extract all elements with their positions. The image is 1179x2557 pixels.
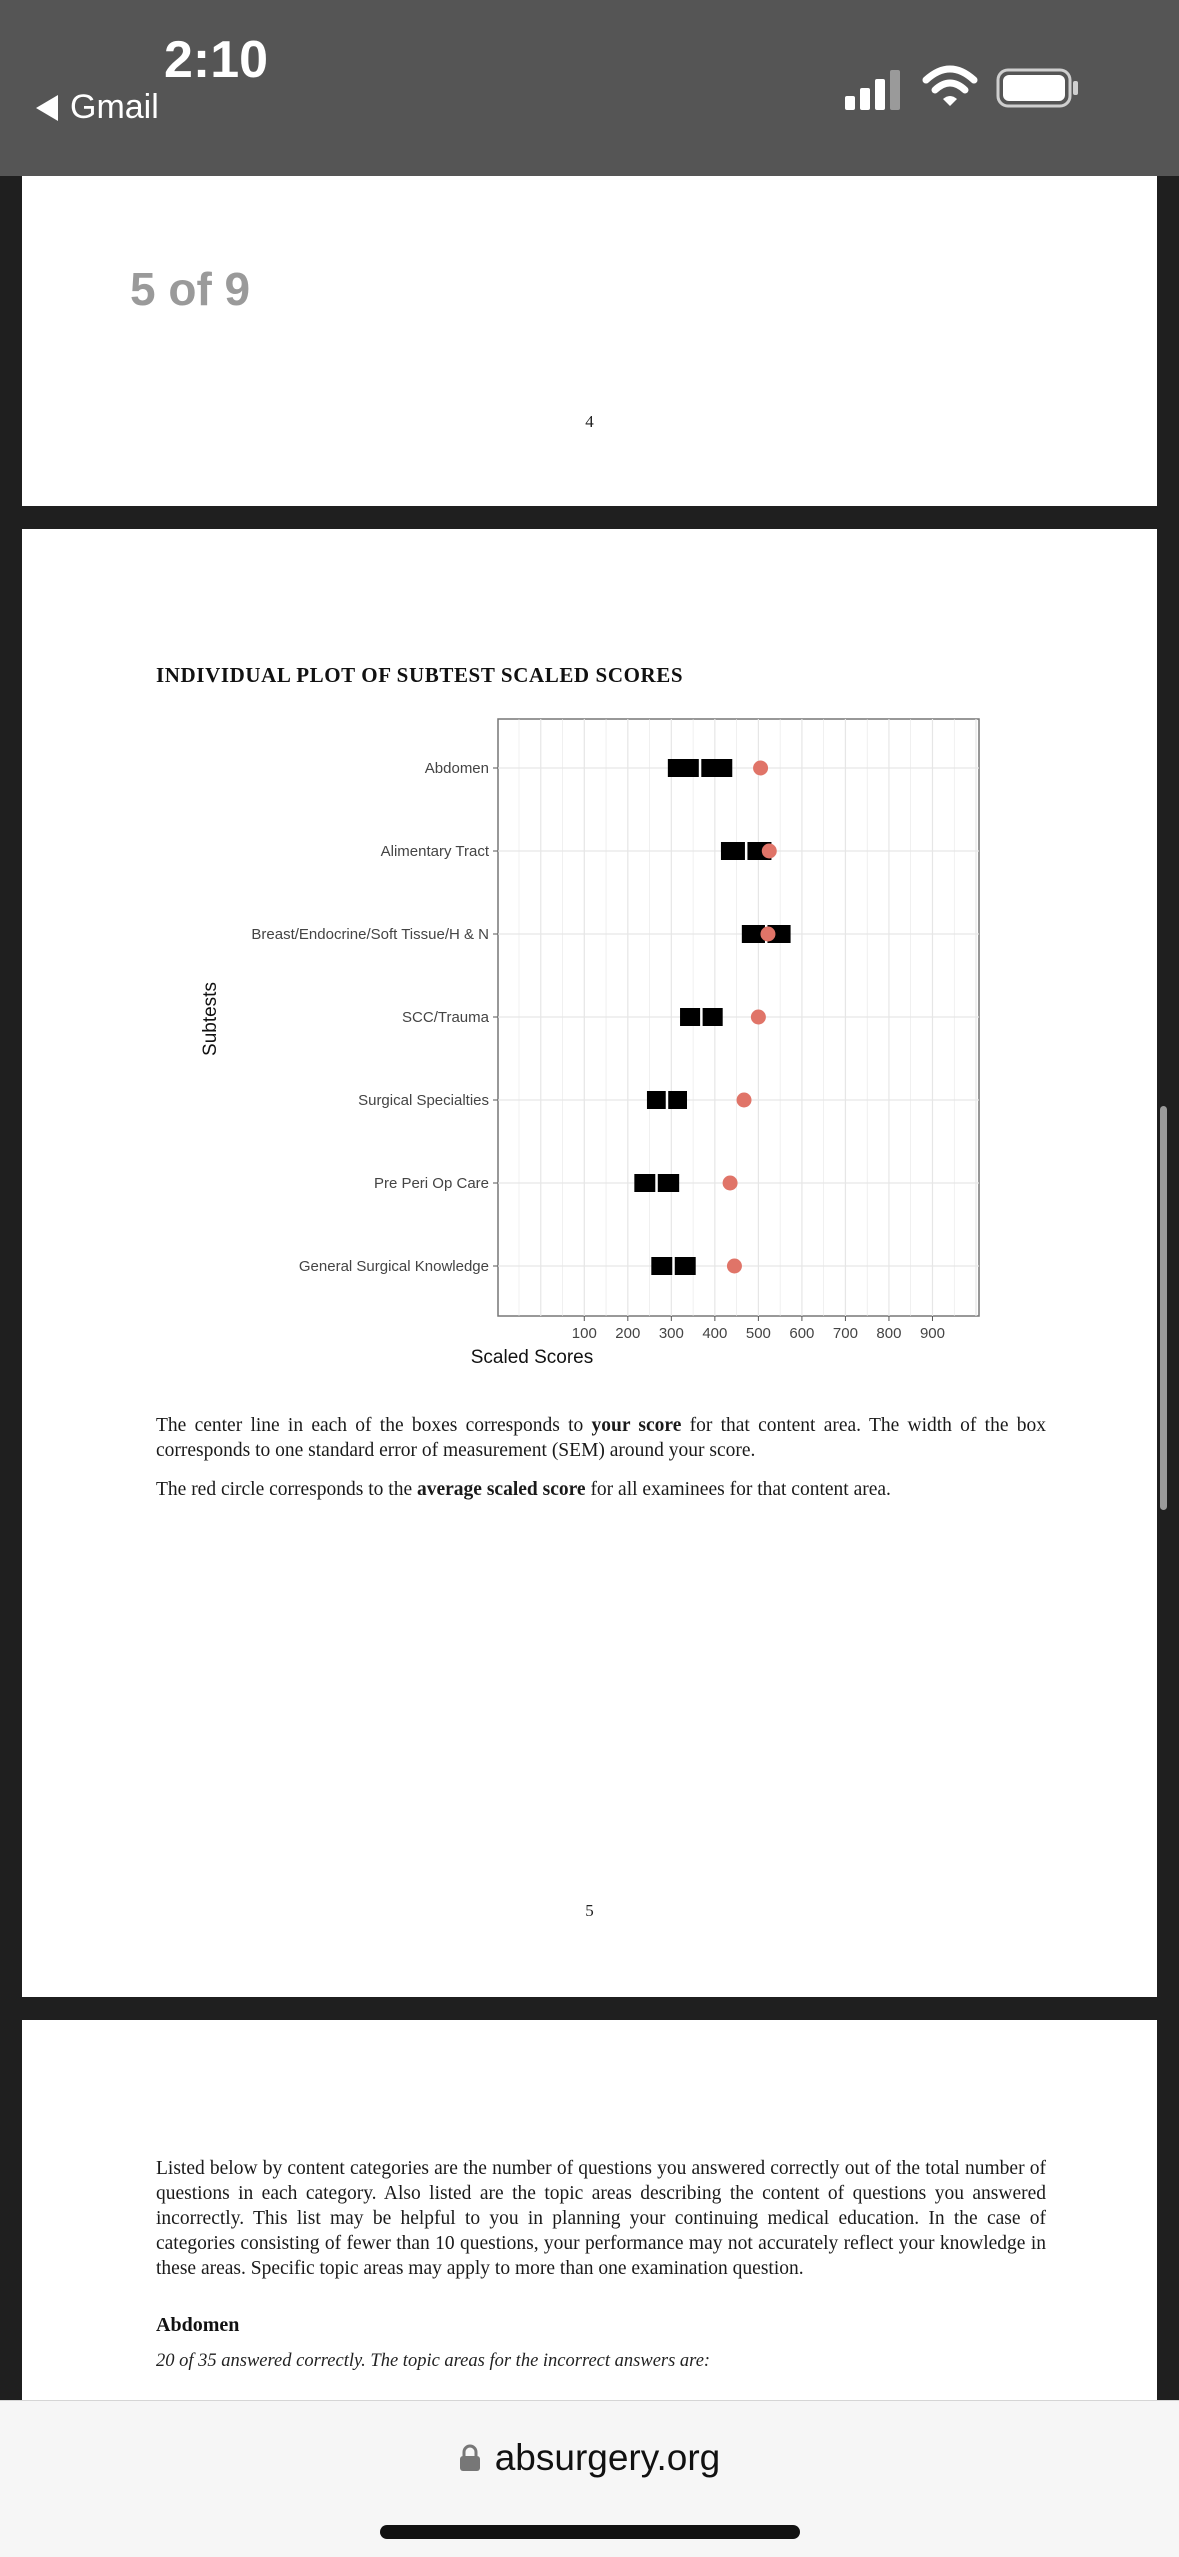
page-number: 4 [585, 412, 594, 431]
section-title: INDIVIDUAL PLOT OF SUBTEST SCALED SCORES [156, 663, 684, 687]
status-bar: 2:10 Gmail [0, 0, 1179, 176]
x-axis-label: Scaled Scores [471, 1347, 594, 1368]
y-tick-label: Pre Peri Op Care [374, 1175, 489, 1192]
pdf-page-5: INDIVIDUAL PLOT OF SUBTEST SCALED SCORES… [22, 529, 1157, 1997]
average-circle [753, 760, 769, 776]
battery-icon [996, 68, 1078, 108]
score-boxes [634, 759, 791, 1275]
average-circle [760, 926, 776, 942]
y-tick-label: Abdomen [425, 760, 489, 777]
browser-bottom-bar: absurgery.org [0, 2400, 1179, 2557]
average-circle [726, 1258, 742, 1274]
url-bar[interactable]: absurgery.org [0, 2437, 1179, 2479]
explanation-paragraph-2: The red circle corresponds to the averag… [156, 1479, 891, 1500]
scaled-scores-chart: Abdomen Alimentary Tract Breast/Endocrine/… [200, 718, 980, 1368]
pdf-page-4: 5 of 9 4 [22, 176, 1157, 506]
scrollbar[interactable] [1160, 1106, 1167, 1510]
x-tick-label: 600 [789, 1325, 814, 1342]
average-circle [722, 1175, 738, 1191]
category-subtext: 20 of 35 answered correctly. The topic a… [156, 2351, 711, 2371]
average-circle [761, 843, 777, 859]
home-indicator[interactable] [380, 2525, 800, 2539]
back-arrow-icon [36, 94, 58, 121]
x-tick-label: 400 [702, 1325, 727, 1342]
category-heading: Abdomen [156, 2314, 240, 2336]
x-tick-label: 500 [746, 1325, 771, 1342]
clock: 2:10 [164, 31, 269, 89]
url-text: absurgery.org [494, 2437, 721, 2478]
y-tick-label: Breast/Endocrine/Soft Tissue/H & N [251, 926, 489, 943]
explanation-paragraph-1: The center line in each of the boxes cor… [156, 1415, 1046, 1461]
page-number: 5 [585, 1901, 594, 1920]
x-tick-label: 900 [920, 1325, 945, 1342]
x-tick-label: 300 [659, 1325, 684, 1342]
average-circle [750, 1009, 766, 1025]
y-tick-label: Alimentary Tract [381, 843, 490, 860]
average-circle [736, 1092, 752, 1108]
pdf-page-6: Listed below by content categories are t… [22, 2020, 1157, 2400]
wifi-icon [922, 65, 978, 106]
y-axis-label: Subtests [200, 982, 221, 1056]
x-axis-ticks: 100 200 300 400 500 600 700 800 900 [572, 1316, 945, 1342]
content-categories-intro: Listed below by content categories are t… [156, 2158, 1046, 2279]
signal-icon [845, 70, 900, 110]
back-app-label: Gmail [70, 88, 159, 126]
y-tick-label: General Surgical Knowledge [299, 1258, 489, 1275]
page-counter: 5 of 9 [130, 263, 251, 315]
x-tick-label: 800 [876, 1325, 901, 1342]
x-tick-label: 100 [572, 1325, 597, 1342]
y-tick-label: SCC/Trauma [402, 1009, 490, 1026]
x-tick-label: 700 [833, 1325, 858, 1342]
x-tick-label: 200 [615, 1325, 640, 1342]
chart-grid [498, 719, 979, 1316]
back-to-app-button[interactable]: Gmail [36, 88, 159, 127]
y-axis-ticks: Abdomen Alimentary Tract Breast/Endocrine/… [251, 760, 498, 1275]
y-tick-label: Surgical Specialties [358, 1092, 489, 1109]
average-circles [722, 760, 777, 1274]
lock-icon [459, 2444, 480, 2471]
